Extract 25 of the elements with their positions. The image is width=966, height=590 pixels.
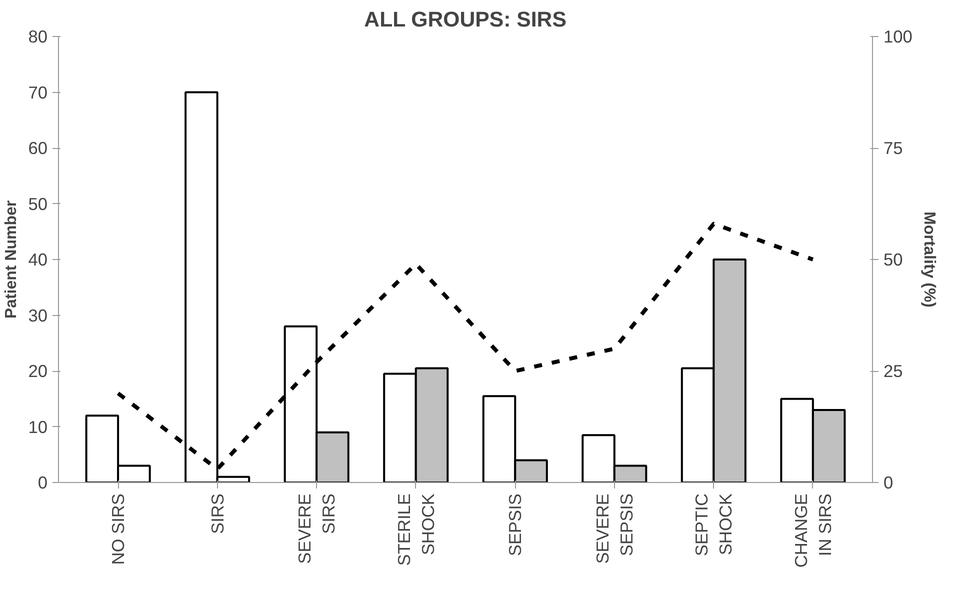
x-tick-label: SEPTIC SHOCK (692, 493, 736, 556)
x-tick-label: CHANGE IN SIRS (790, 493, 835, 568)
x-tick-label: SEPSIS (505, 493, 526, 556)
y-tick-label: 30 (28, 305, 48, 326)
y-tick-label: 40 (28, 250, 48, 270)
y2-tick-label: 25 (884, 361, 903, 381)
x-tick-label: SIRS (207, 493, 228, 534)
x-tick-label: NO SIRS (108, 493, 128, 565)
y-tick-label: 50 (28, 194, 48, 214)
x-tick-label: SEVERE SEPSIS (592, 493, 636, 564)
y2-tick-label: 100 (884, 26, 912, 46)
x-tick-label: SEVERE SIRS (294, 493, 339, 564)
y2-tick-label: 75 (884, 138, 903, 158)
x-tick-label: STERILE SHOCK (394, 493, 438, 566)
y2-tick-label: 50 (884, 250, 903, 270)
y-tick-label: 10 (28, 416, 48, 437)
chart-title: ALL GROUPS: SIRS (364, 8, 566, 32)
y-tick-label: 20 (28, 361, 48, 381)
y-tick-label: 80 (28, 26, 48, 46)
y-tick-label: 0 (38, 472, 48, 492)
y-tick-label: 70 (28, 82, 48, 102)
y2-tick-label: 0 (884, 472, 894, 492)
y-axis-title: Patient Number (3, 200, 20, 319)
y2-axis-title: Mortality (%) (920, 212, 938, 308)
y-tick-label: 60 (28, 138, 48, 158)
